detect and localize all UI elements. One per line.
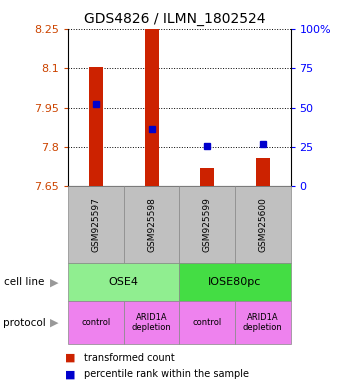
Text: ■: ■ (65, 353, 75, 363)
Text: ARID1A
depletion: ARID1A depletion (243, 313, 282, 332)
Text: IOSE80pc: IOSE80pc (208, 277, 262, 287)
Text: GDS4826 / ILMN_1802524: GDS4826 / ILMN_1802524 (84, 12, 266, 25)
Text: GSM925600: GSM925600 (258, 197, 267, 252)
Text: ▶: ▶ (50, 277, 58, 287)
Text: OSE4: OSE4 (109, 277, 139, 287)
Text: cell line: cell line (4, 277, 44, 287)
Text: ARID1A
depletion: ARID1A depletion (132, 313, 172, 332)
Text: control: control (193, 318, 222, 327)
Text: transformed count: transformed count (84, 353, 175, 363)
Text: protocol: protocol (4, 318, 46, 328)
Text: GSM925598: GSM925598 (147, 197, 156, 252)
Text: percentile rank within the sample: percentile rank within the sample (84, 369, 249, 379)
Text: GSM925599: GSM925599 (203, 197, 212, 252)
Bar (89, 67, 103, 186)
Bar (200, 169, 214, 186)
Text: ■: ■ (65, 369, 75, 379)
Text: GSM925597: GSM925597 (92, 197, 100, 252)
Bar (256, 158, 270, 186)
Text: control: control (82, 318, 111, 327)
Text: ▶: ▶ (50, 318, 58, 328)
Bar (145, 0, 159, 186)
